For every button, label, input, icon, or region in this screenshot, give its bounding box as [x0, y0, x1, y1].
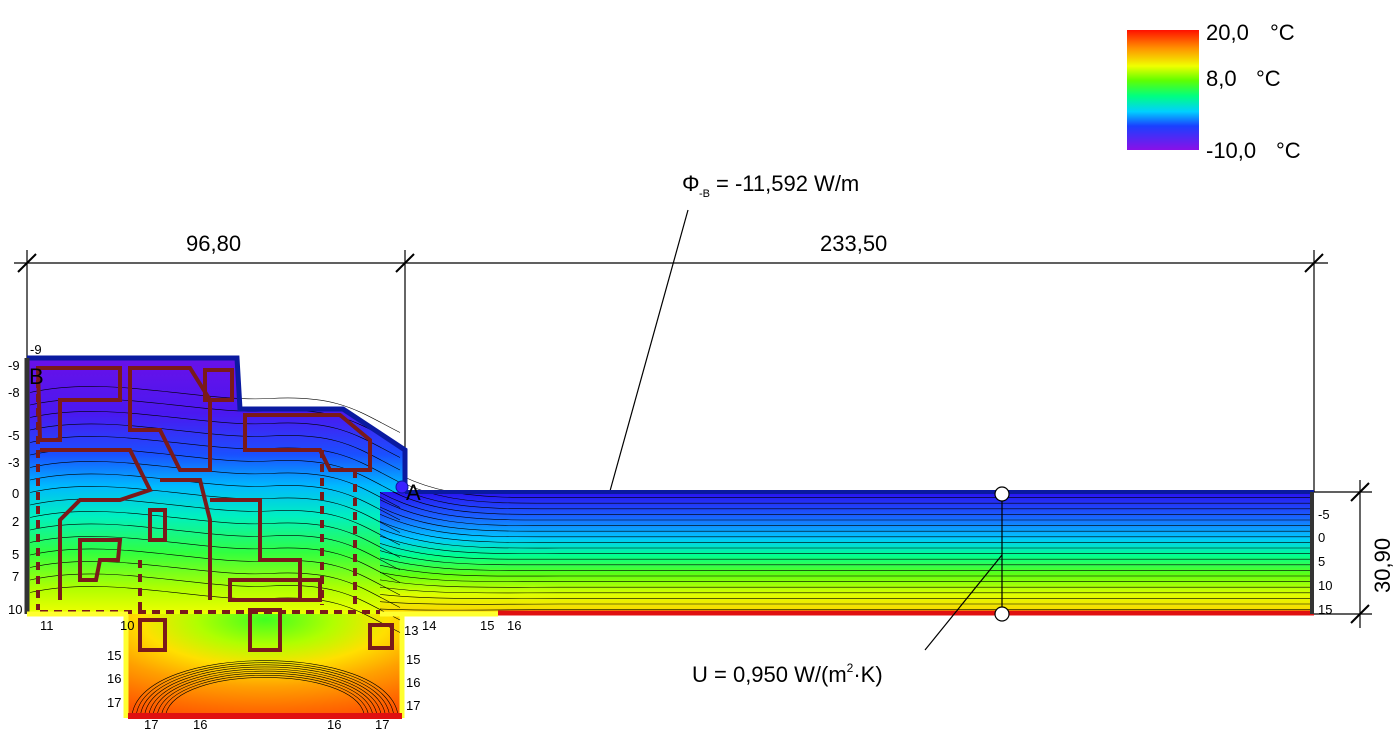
- heat-flow-leader-line: [609, 209, 689, 492]
- left-isotherm-label: 5: [12, 547, 19, 562]
- isotherm-line: [29, 536, 401, 583]
- isotherm-line: [29, 461, 401, 508]
- legend-entry-mid: 8,0 °C: [1206, 66, 1281, 91]
- bottom-isotherm-label: 11: [40, 618, 54, 633]
- bottom-isotherm-label: 14: [422, 618, 436, 633]
- heat-flow-subscript: -B: [699, 188, 710, 200]
- bottom-isotherm-label: 13: [404, 623, 418, 638]
- reveal-left-isotherm-label: 15: [107, 648, 121, 663]
- dimension-frame-width: 96,80: [186, 231, 241, 256]
- isotherm-line: [359, 591, 1312, 599]
- u-value-annotation: U = 0,950 W/(m2·K): [692, 486, 1010, 687]
- isotherm-line: [359, 503, 1312, 538]
- legend-color-bar: [1127, 30, 1199, 150]
- reveal-left-isotherm-label: 16: [107, 671, 121, 686]
- isotherm-line: [29, 473, 401, 521]
- isotherm-line: [359, 543, 1312, 566]
- isotherm-line: [359, 599, 1312, 605]
- reveal-right-isotherm-label: 16: [406, 675, 420, 690]
- reveal-left-isotherm-label: 17: [107, 695, 121, 710]
- left-isotherm-label: -5: [8, 428, 20, 443]
- isotherm-line: [359, 559, 1312, 577]
- right-isotherm-label: -5: [1318, 507, 1330, 522]
- isotherm-line: [29, 423, 401, 471]
- legend-max-unit: °C: [1270, 20, 1295, 45]
- heat-flow-symbol: Φ: [682, 171, 700, 196]
- frame-cold-boundary: [27, 355, 408, 492]
- right-isotherm-label: 15: [1318, 602, 1332, 617]
- point-a-marker: [395, 480, 409, 494]
- isotherm-line: [29, 386, 401, 433]
- reveal-right-isotherm-label: 15: [406, 652, 420, 667]
- legend-entry-min: -10,0 °C: [1206, 138, 1301, 163]
- isotherm-line: [359, 551, 1312, 571]
- isotherm-line: [359, 607, 1312, 611]
- isotherm-line: [359, 575, 1312, 588]
- isotherm-line: [359, 511, 1312, 543]
- left-isotherm-label: -3: [8, 455, 20, 470]
- u-value-text: U = 0,950 W/(m2·K): [692, 661, 883, 687]
- reveal-section: [123, 614, 405, 719]
- legend-min-value: -10,0: [1206, 138, 1256, 163]
- point-b-label: B: [29, 364, 44, 389]
- right-isotherm-label: 10: [1318, 578, 1332, 593]
- isotherm-line: [29, 523, 401, 571]
- isotherm-line: [359, 487, 1312, 526]
- reveal-bottom-isotherm-label: 17: [144, 717, 158, 729]
- isotherm-line: [29, 548, 401, 596]
- isotherm-line: [359, 527, 1312, 554]
- isotherm-line: [359, 583, 1312, 594]
- reveal-bottom-isotherm-label: 16: [327, 717, 341, 729]
- isotherm-line: [359, 495, 1312, 532]
- wall-section: [359, 447, 1314, 616]
- legend-mid-unit: °C: [1256, 66, 1281, 91]
- isotherm-line: [29, 411, 401, 458]
- u-value-leader-line: [924, 554, 1003, 651]
- window-frame-section: [24, 355, 498, 652]
- u-probe-bottom: [994, 606, 1010, 622]
- u-probe-top: [994, 486, 1010, 502]
- isotherm-line: [165, 677, 365, 715]
- right-isotherm-label: 5: [1318, 554, 1325, 569]
- bottom-isotherm-label: 16: [507, 618, 521, 633]
- left-isotherm-label: 2: [12, 514, 19, 529]
- reveal-right-isotherm-label: 17: [406, 698, 420, 713]
- reveal-bottom-isotherm-label: 17: [375, 717, 389, 729]
- bottom-isotherm-label: 10: [120, 618, 134, 633]
- dimension-wall-thickness: 30,90: [1370, 538, 1395, 593]
- isotherm-line: [29, 511, 401, 558]
- left-isotherm-label: 10: [8, 602, 22, 617]
- heat-flow-value: = -11,592 W/m: [716, 171, 859, 196]
- isotherm-line: [359, 479, 1312, 521]
- isotherm-line: [161, 675, 369, 715]
- isotherm-line: [29, 561, 401, 608]
- dimension-lines: [14, 250, 1372, 628]
- point-a-label: A: [406, 480, 421, 505]
- reveal-bottom-isotherm-label: 16: [193, 717, 207, 729]
- heat-flow-annotation: Φ -B = -11,592 W/m: [609, 171, 859, 492]
- legend-min-unit: °C: [1276, 138, 1301, 163]
- right-isotherm-label: 0: [1318, 530, 1325, 545]
- left-isotherm-label: -8: [8, 385, 20, 400]
- left-isotherm-label: 7: [12, 569, 19, 584]
- isotherm-line: [359, 535, 1312, 560]
- bottom-isotherm-label: 15: [480, 618, 494, 633]
- color-legend: 20,0 °C 8,0 °C -10,0 °C: [1127, 20, 1301, 163]
- left-isotherm-label: -9: [30, 342, 42, 357]
- legend-entry-max: 20,0 °C: [1206, 20, 1295, 45]
- legend-max-value: 20,0: [1206, 20, 1249, 45]
- dimension-wall-width: 233,50: [820, 231, 887, 256]
- isotherm-line: [359, 519, 1312, 549]
- legend-mid-value: 8,0: [1206, 66, 1237, 91]
- isotherm-labels: -9 -9 -8 -5 -3 0 2 5 7 10 -5 0 5 10 15 11 10 13 14 15 16 15 16…: [8, 342, 1332, 729]
- left-isotherm-label: 0: [12, 486, 19, 501]
- isotherm-line: [359, 567, 1312, 582]
- left-isotherm-label: -9: [8, 358, 20, 373]
